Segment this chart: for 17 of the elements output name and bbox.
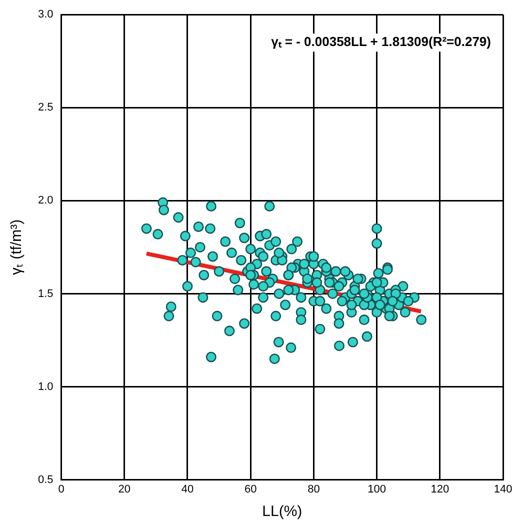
- y-tick-label: 1.0: [38, 380, 54, 393]
- x-tick-label: 140: [494, 483, 512, 496]
- y-tick-label: 3.0: [38, 8, 54, 21]
- x-tick-label: 80: [308, 483, 320, 496]
- y-tick-label: 1.5: [38, 288, 54, 300]
- x-tick-label: 120: [430, 483, 450, 496]
- x-tick-label: 20: [118, 483, 131, 496]
- x-tick-label: 0: [58, 483, 64, 496]
- x-axis-title: LL(%): [262, 503, 302, 520]
- x-tick-label: 100: [368, 483, 386, 496]
- y-tick-label: 0.5: [38, 474, 54, 486]
- x-tick-label: 60: [244, 483, 257, 496]
- x-tick-label: 40: [181, 483, 194, 496]
- annotation: γₜ = - 0.00358LL + 1.81309(R²=0.279): [271, 34, 491, 50]
- y-axis-title: γₜ (tf/m³): [8, 219, 26, 276]
- y-tick-label: 2.0: [38, 194, 54, 207]
- y-tick-label: 2.5: [38, 102, 54, 114]
